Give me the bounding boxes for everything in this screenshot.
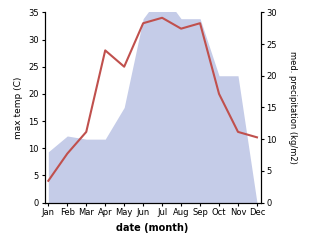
Y-axis label: med. precipitation (kg/m2): med. precipitation (kg/m2) [288,51,297,164]
X-axis label: date (month): date (month) [116,223,189,233]
Y-axis label: max temp (C): max temp (C) [14,76,23,139]
